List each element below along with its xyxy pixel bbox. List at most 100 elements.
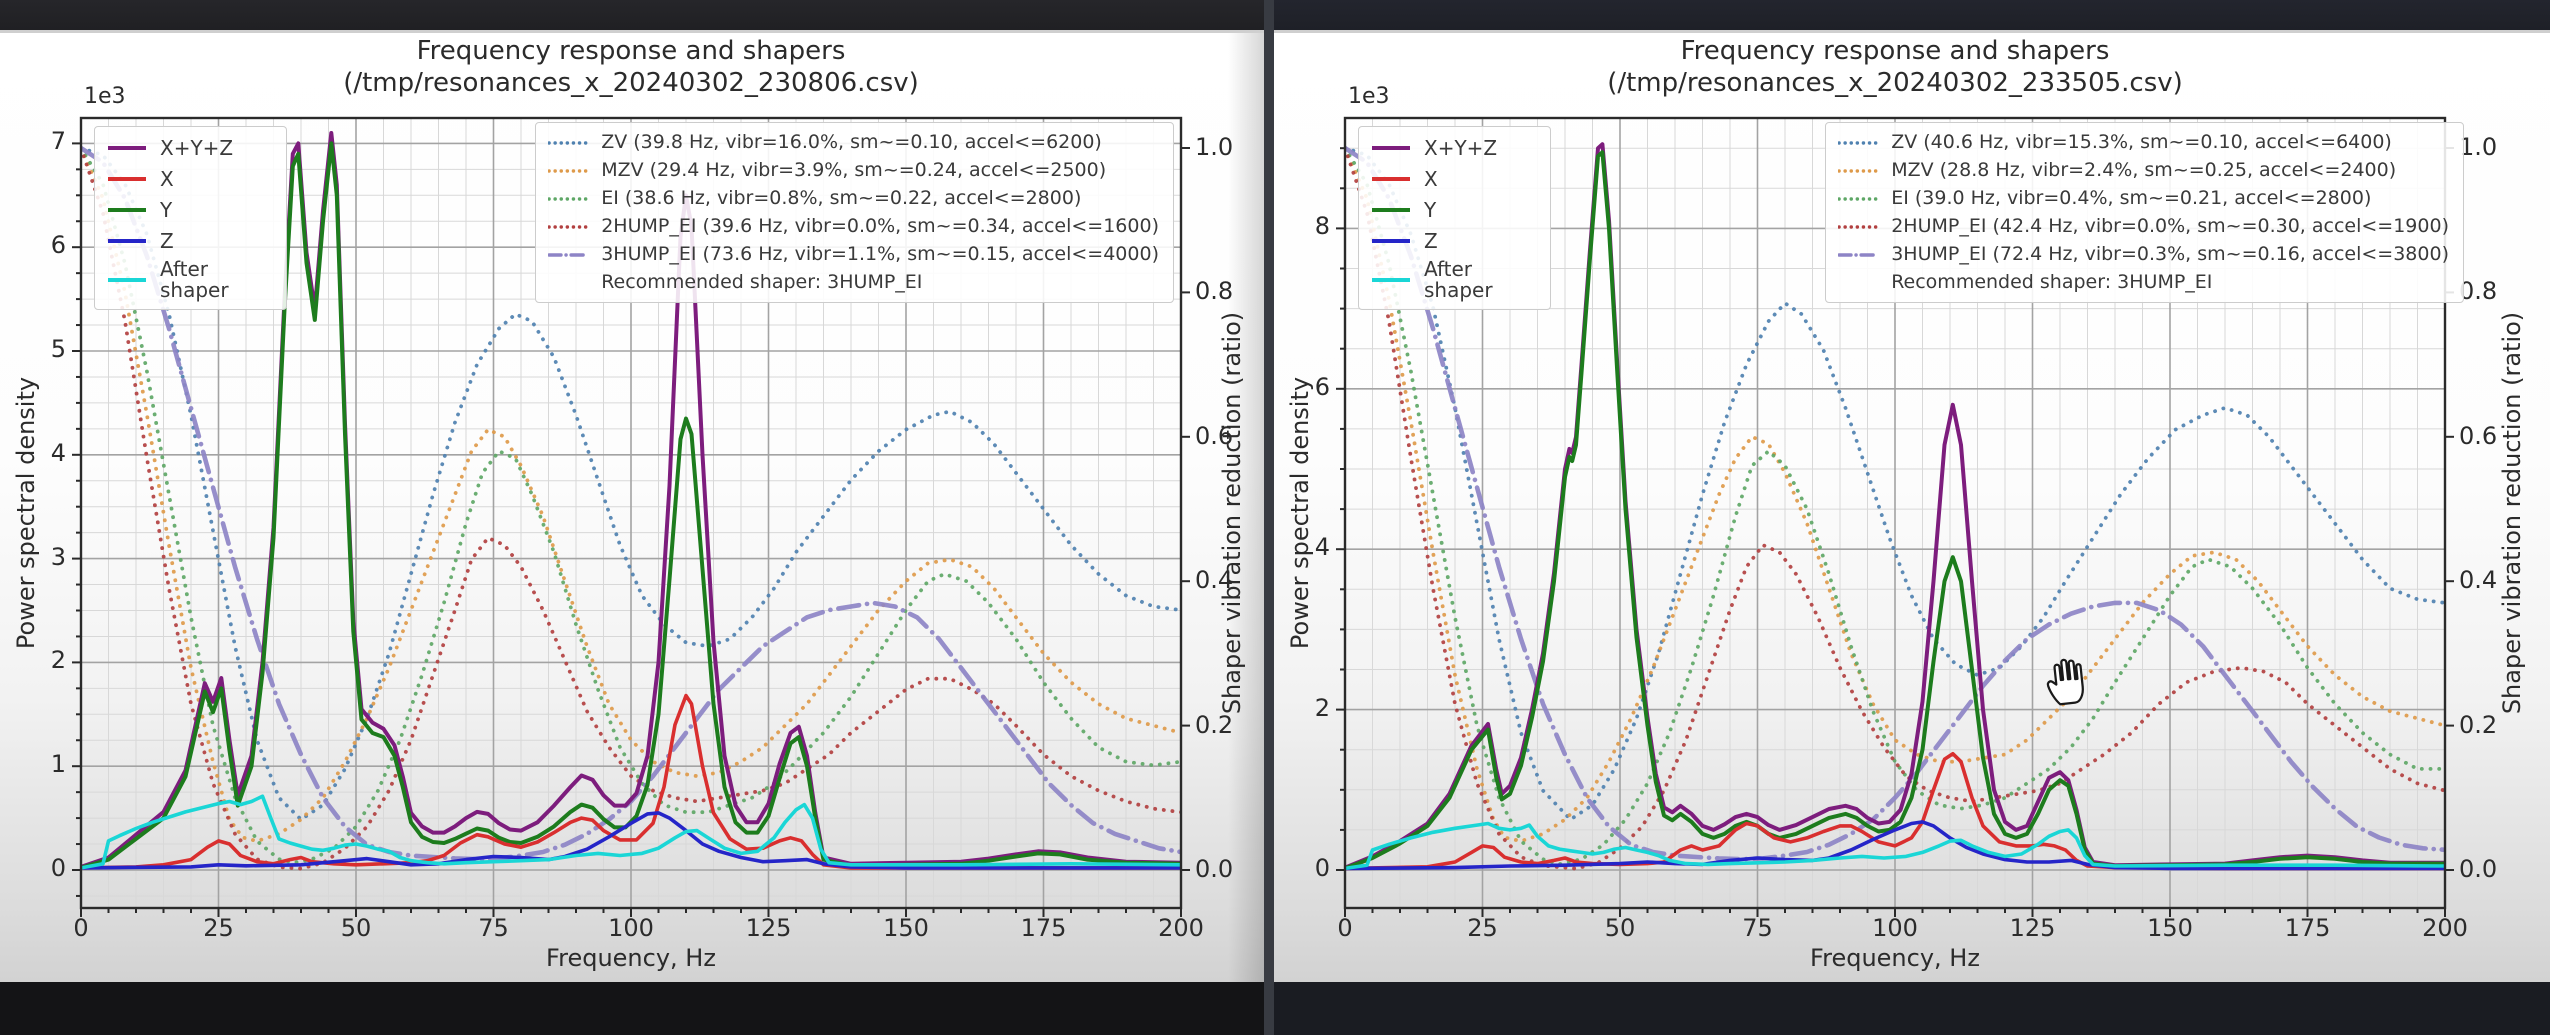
- x-tick-label: 100: [1872, 914, 1918, 942]
- legend-label: Z: [160, 228, 174, 253]
- shaper-curve-2HUMP_EI: [81, 146, 1181, 871]
- shaper-legend-label: ZV (39.8 Hz, vibr=16.0%, sm~=0.10, accel…: [601, 130, 1102, 153]
- y2-tick-label: 0.4: [2459, 566, 2498, 595]
- top-bar: [0, 0, 1264, 30]
- recommended-shaper-text: Recommended shaper: 3HUMP_EI: [601, 270, 923, 293]
- legend-item-After-shaper: After shaper: [107, 259, 270, 301]
- x-tick-label: 150: [2147, 914, 2193, 942]
- legend-label: X: [1424, 166, 1438, 191]
- legend-line-swatch: [1838, 196, 1879, 201]
- psd-curve-Y: [81, 141, 1181, 870]
- top-bar-underline: [0, 30, 2550, 33]
- x-tick-label: 125: [2009, 914, 2056, 942]
- y2-axis-label: Shaper vibration reduction (ratio): [2498, 311, 2526, 715]
- legend-line-swatch: [1372, 146, 1410, 150]
- x-tick-label: 175: [2284, 914, 2331, 942]
- shaper-legend-label: MZV (28.8 Hz, vibr=2.4%, sm~=0.25, accel…: [1891, 158, 2397, 181]
- legend-line-swatch: [1372, 177, 1410, 181]
- legend-label: X+Y+Z: [1424, 135, 1498, 160]
- y-tick-label: 3: [50, 542, 66, 571]
- shaper-legend-item-MZV: MZV (29.4 Hz, vibr=3.9%, sm~=0.24, accel…: [548, 158, 1159, 183]
- shaper-legend-item-ZV: ZV (39.8 Hz, vibr=16.0%, sm~=0.10, accel…: [548, 130, 1159, 155]
- shaper-legend-label: ZV (40.6 Hz, vibr=15.3%, sm~=0.10, accel…: [1891, 130, 2392, 153]
- legend-label: Y: [1424, 197, 1437, 222]
- legend-line-swatch: [548, 252, 589, 257]
- legend-line-swatch: [1372, 239, 1410, 243]
- legend-label: After shaper: [1424, 257, 1493, 302]
- shaper-legend-item-3HUMP_EI: 3HUMP_EI (72.4 Hz, vibr=0.3%, sm~=0.16, …: [1838, 242, 2449, 267]
- shaper-legend-item-3HUMP_EI: 3HUMP_EI (73.6 Hz, vibr=1.1%, sm~=0.15, …: [548, 242, 1159, 267]
- x-axis-label: Frequency, Hz: [546, 944, 716, 972]
- chart-subtitle: (/tmp/resonances_x_20240302_230806.csv): [343, 68, 919, 98]
- shaper-legend-item-2HUMP_EI: 2HUMP_EI (42.4 Hz, vibr=0.0%, sm~=0.30, …: [1838, 214, 2449, 239]
- axis-offset-label: 1e3: [1348, 84, 1390, 109]
- legend-line-swatch: [108, 177, 146, 181]
- shaper-curve-EI: [81, 146, 1181, 865]
- legend-item-Y: Y: [1371, 197, 1534, 223]
- shaper-legend-item-EI: EI (39.0 Hz, vibr=0.4%, sm~=0.21, accel<…: [1838, 186, 2449, 211]
- bottom-bar: [0, 982, 1264, 1035]
- psd-curve-Z: [1345, 820, 2445, 871]
- x-tick-label: 0: [1337, 914, 1353, 942]
- y-tick-label: 0: [50, 854, 66, 882]
- x-axis-label: Frequency, Hz: [1810, 944, 1980, 972]
- recommended-shaper-text: Recommended shaper: 3HUMP_EI: [1891, 270, 2213, 293]
- legend-line-swatch: [108, 278, 146, 282]
- x-tick-label: 125: [745, 914, 792, 942]
- shaper-legend-label: 3HUMP_EI (73.6 Hz, vibr=1.1%, sm~=0.15, …: [601, 242, 1159, 265]
- series-legend: X+Y+Z X Y Z After shaper: [94, 126, 287, 310]
- y-tick-label: 0: [1314, 854, 1330, 882]
- x-tick-label: 200: [1158, 914, 1204, 942]
- y-tick-label: 2: [50, 646, 66, 675]
- legend-line-swatch: [1838, 224, 1879, 229]
- shaper-legend-label: EI (39.0 Hz, vibr=0.4%, sm~=0.21, accel<…: [1891, 186, 2372, 209]
- x-tick-label: 75: [1742, 914, 1773, 942]
- legend-item-After-shaper: After shaper: [1371, 259, 1534, 301]
- shaper-curve-EI: [1345, 146, 2445, 867]
- x-tick-label: 150: [883, 914, 929, 942]
- legend-label: X+Y+Z: [160, 135, 234, 160]
- chart-title: Frequency response and shapers: [1680, 36, 2110, 66]
- y2-tick-label: 0.2: [2459, 710, 2498, 739]
- y-tick-label: 8: [1314, 212, 1330, 241]
- legend-item-Y: Y: [107, 197, 270, 223]
- shaper-legend: ZV (40.6 Hz, vibr=15.3%, sm~=0.10, accel…: [1825, 122, 2464, 303]
- x-tick-label: 50: [340, 914, 372, 942]
- y-tick-label: 6: [50, 231, 66, 260]
- y-tick-label: 1: [50, 750, 66, 779]
- legend-line-swatch: [108, 146, 146, 150]
- legend-item-X+Y+Z: X+Y+Z: [1371, 135, 1534, 161]
- legend-item-X: X: [107, 166, 270, 192]
- shaper-legend-label: 3HUMP_EI (72.4 Hz, vibr=0.3%, sm~=0.16, …: [1891, 242, 2449, 265]
- chart-subtitle: (/tmp/resonances_x_20240302_233505.csv): [1607, 68, 2183, 98]
- shaper-curve-MZV: [1345, 146, 2445, 843]
- shaper-legend-label: 2HUMP_EI (39.6 Hz, vibr=0.0%, sm~=0.34, …: [601, 214, 1159, 237]
- x-tick-label: 100: [608, 914, 654, 942]
- shaper-legend-item-2HUMP_EI: 2HUMP_EI (39.6 Hz, vibr=0.0%, sm~=0.34, …: [548, 214, 1159, 239]
- psd-curve-Z: [81, 811, 1181, 870]
- grab-hand-cursor: [2043, 656, 2089, 710]
- y2-tick-label: 0.0: [1195, 855, 1234, 883]
- curves-layer: [81, 131, 1181, 871]
- legend-line-swatch: [108, 239, 146, 243]
- psd-curve-After-shaper: [81, 794, 1181, 870]
- legend-item-X: X: [1371, 166, 1534, 192]
- shaper-legend-label: MZV (29.4 Hz, vibr=3.9%, sm~=0.24, accel…: [601, 158, 1107, 181]
- shaper-legend-label: EI (38.6 Hz, vibr=0.8%, sm~=0.22, accel<…: [601, 186, 1082, 209]
- x-tick-label: 200: [2422, 914, 2468, 942]
- x-tick-label: 50: [1604, 914, 1636, 942]
- legend-item-Z: Z: [1371, 228, 1534, 254]
- axes-layer: [1336, 116, 2454, 917]
- y-tick-label: 4: [50, 438, 66, 467]
- legend-line-swatch: [548, 224, 589, 229]
- y2-tick-label: 0.8: [1195, 277, 1234, 306]
- top-bar: [1274, 0, 2550, 30]
- shaper-legend-item-ZV: ZV (40.6 Hz, vibr=15.3%, sm~=0.10, accel…: [1838, 130, 2449, 155]
- axis-offset-label: 1e3: [84, 84, 126, 109]
- legend-line-swatch: [1838, 140, 1879, 145]
- y2-tick-label: 1.0: [1195, 133, 1234, 161]
- x-tick-label: 25: [1467, 914, 1498, 942]
- legend-line-swatch: [1838, 168, 1879, 173]
- y-axis-label: Power spectral density: [1286, 376, 1314, 650]
